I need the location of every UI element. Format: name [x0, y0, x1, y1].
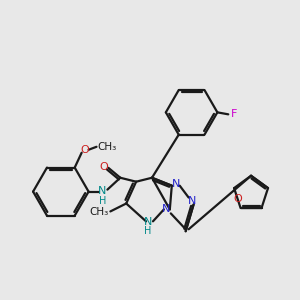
- Text: CH₃: CH₃: [90, 207, 109, 218]
- Text: N: N: [162, 204, 170, 214]
- Text: CH₃: CH₃: [98, 142, 117, 152]
- Text: N: N: [172, 179, 180, 189]
- Text: O: O: [233, 194, 242, 204]
- Text: H: H: [144, 226, 152, 236]
- Text: O: O: [99, 162, 108, 172]
- Text: H: H: [99, 196, 106, 206]
- Text: N: N: [98, 186, 106, 196]
- Text: O: O: [80, 145, 89, 155]
- Text: F: F: [231, 109, 237, 119]
- Text: N: N: [188, 196, 196, 206]
- Text: N: N: [144, 217, 152, 227]
